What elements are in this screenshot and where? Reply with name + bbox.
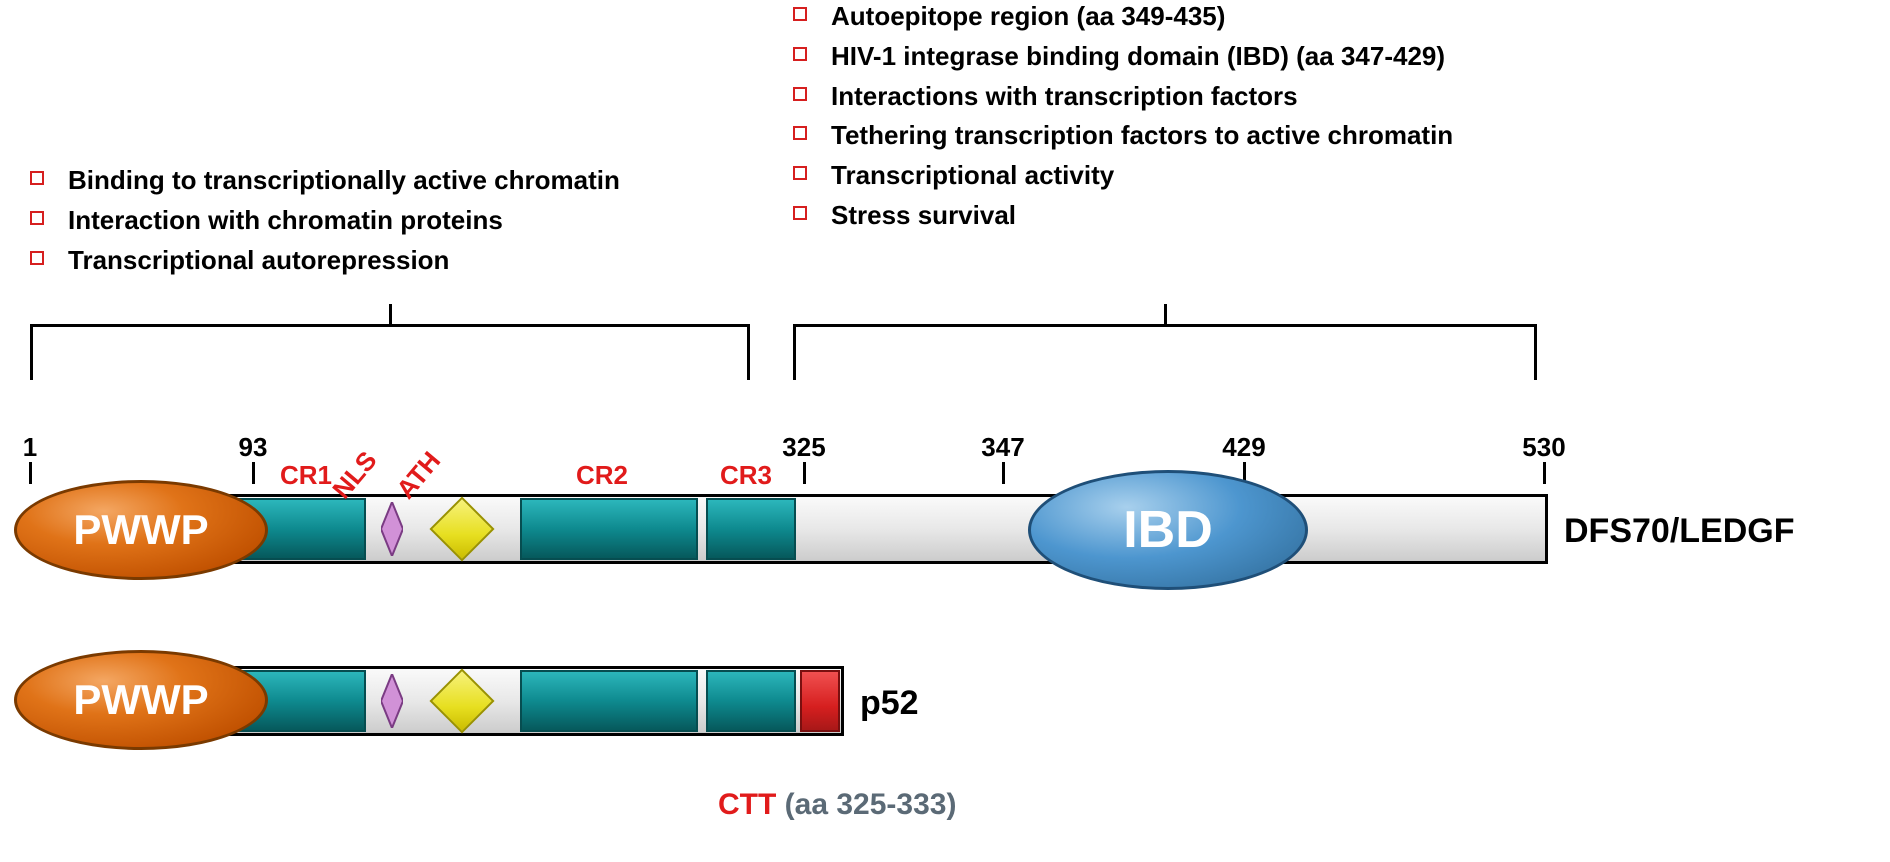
bullet-text: Transcriptional autorepression [68, 244, 449, 278]
bullet-item: Stress survival [793, 199, 1693, 233]
bullet-item: Binding to transcriptionally active chro… [30, 164, 730, 198]
bullet-marker [793, 87, 807, 101]
axis-tick-label: 325 [782, 432, 825, 463]
left-bracket [30, 324, 750, 380]
axis-tick [1002, 462, 1005, 484]
ctt-label: CTT (aa 325-333) [718, 788, 956, 822]
axis-tick [803, 462, 806, 484]
bullet-marker [793, 7, 807, 21]
protein-bar-full [212, 494, 1548, 564]
bullet-marker [793, 126, 807, 140]
cr-domain-block [520, 498, 698, 560]
bullet-text: Autoepitope region (aa 349-435) [831, 0, 1225, 34]
pwwp-domain: PWWP [14, 480, 268, 580]
domain-label: CR3 [720, 460, 772, 491]
bullet-text: Transcriptional activity [831, 159, 1114, 193]
nls-marker [381, 674, 403, 728]
cr-domain-block [520, 670, 698, 732]
bullet-item: Transcriptional activity [793, 159, 1693, 193]
left-bracket-tail [389, 304, 392, 324]
pwwp-domain: PWWP [14, 650, 268, 750]
axis-tick-label: 1 [23, 432, 37, 463]
bullet-item: Transcriptional autorepression [30, 244, 730, 278]
bullet-item: Tethering transcription factors to activ… [793, 119, 1693, 153]
bullet-marker [793, 206, 807, 220]
domain-label: CR2 [576, 460, 628, 491]
bullet-text: Tethering transcription factors to activ… [831, 119, 1453, 153]
ctt-prefix: CTT [718, 788, 776, 821]
right-bullet-list: Autoepitope region (aa 349-435) HIV-1 int… [793, 0, 1693, 239]
protein-label: DFS70/LEDGF [1564, 512, 1794, 551]
bullet-marker [793, 166, 807, 180]
bullet-marker [30, 171, 44, 185]
bullet-text: Interactions with transcription factors [831, 80, 1298, 114]
axis-tick-label: 93 [239, 432, 268, 463]
right-bracket-tail [1164, 304, 1167, 324]
bullet-text: Stress survival [831, 199, 1016, 233]
axis-tick-label: 429 [1222, 432, 1265, 463]
domain-label: CR1 [280, 460, 332, 491]
axis-tick [1543, 462, 1546, 484]
bullet-text: Interaction with chromatin proteins [68, 204, 503, 238]
cr-domain-block [706, 670, 796, 732]
axis-tick-label: 530 [1522, 432, 1565, 463]
axis-tick [252, 462, 255, 484]
bullet-marker [793, 47, 807, 61]
ctt-red-block [800, 670, 840, 732]
axis-tick [29, 462, 32, 484]
right-bracket [793, 324, 1537, 380]
bullet-text: Binding to transcriptionally active chro… [68, 164, 620, 198]
left-bullet-list: Binding to transcriptionally active chro… [30, 164, 730, 283]
bullet-text: HIV-1 integrase binding domain (IBD) (aa… [831, 40, 1445, 74]
bullet-item: HIV-1 integrase binding domain (IBD) (aa… [793, 40, 1693, 74]
protein-label: p52 [860, 684, 919, 723]
cr-domain-block [706, 498, 796, 560]
bullet-item: Interaction with chromatin proteins [30, 204, 730, 238]
ibd-domain: IBD [1028, 470, 1308, 590]
bullet-item: Autoepitope region (aa 349-435) [793, 0, 1693, 34]
nls-marker [381, 502, 403, 556]
bullet-item: Interactions with transcription factors [793, 80, 1693, 114]
ctt-suffix: (aa 325-333) [776, 788, 956, 821]
axis-tick-label: 347 [981, 432, 1024, 463]
bullet-marker [30, 251, 44, 265]
bullet-marker [30, 211, 44, 225]
